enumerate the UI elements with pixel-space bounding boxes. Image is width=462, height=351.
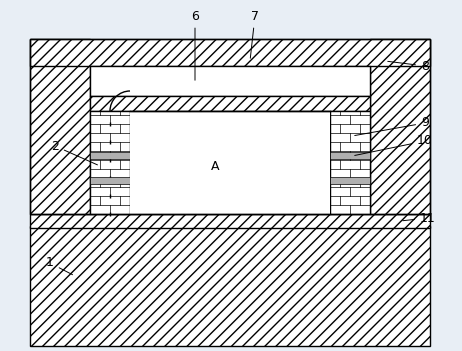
Bar xyxy=(90,66,370,96)
Bar xyxy=(330,152,370,159)
Text: 10: 10 xyxy=(355,134,433,155)
Bar xyxy=(370,39,430,214)
Text: 7: 7 xyxy=(250,9,259,58)
Text: 6: 6 xyxy=(191,9,199,80)
Bar xyxy=(30,226,430,346)
Bar xyxy=(90,111,130,214)
Bar xyxy=(330,111,370,214)
Text: 8: 8 xyxy=(388,60,429,73)
Bar xyxy=(90,152,130,159)
Bar xyxy=(30,39,430,214)
Text: 9: 9 xyxy=(355,117,429,135)
Text: 11: 11 xyxy=(403,212,436,225)
Text: 2: 2 xyxy=(51,139,97,165)
Bar xyxy=(30,39,430,66)
Text: A: A xyxy=(211,159,219,172)
Bar xyxy=(30,214,430,228)
Bar xyxy=(330,177,370,184)
Bar xyxy=(130,111,330,214)
Bar xyxy=(90,96,370,111)
Bar xyxy=(90,177,130,184)
Text: 1: 1 xyxy=(46,257,73,275)
Bar xyxy=(30,39,90,214)
